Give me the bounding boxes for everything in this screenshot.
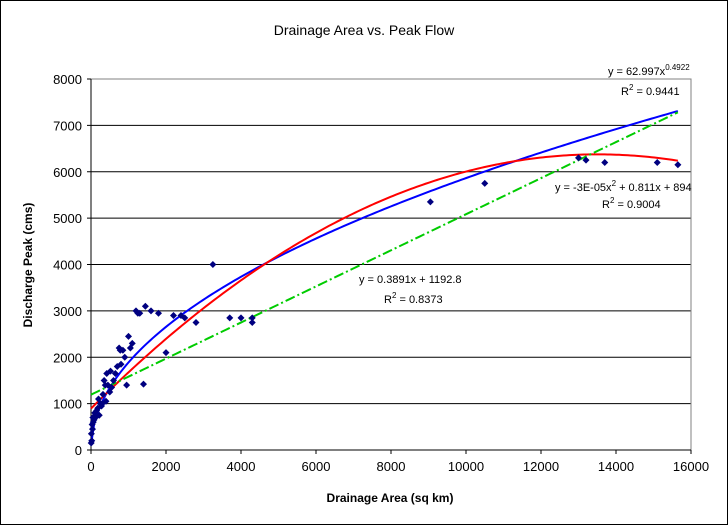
data-point: [181, 314, 189, 322]
y-tick-labels: 0 1000 2000 3000 4000 5000 6000 7000 8000: [53, 72, 91, 458]
power-fit-equation: y = 62.997x0.4922: [608, 63, 690, 78]
gridlines: [91, 78, 691, 405]
data-point: [155, 309, 162, 317]
data-point: [481, 179, 489, 187]
x-tick-labels: 0 2000 4000 6000 8000 10000 12000 14000 16000: [87, 450, 709, 474]
chart-title: Drainage Area vs. Peak Flow: [274, 22, 455, 38]
linear-r2-value: = 0.8373: [396, 294, 442, 306]
y-tick-label: 1000: [53, 397, 82, 412]
power-eq-text: y = 62.997x: [608, 66, 666, 78]
data-point: [89, 425, 96, 433]
data-point: [123, 381, 131, 389]
polynomial-trendline: [90, 153, 679, 410]
x-tick-label: 6000: [302, 459, 331, 474]
poly-fit-r2: R2 = 0.9004: [602, 196, 661, 211]
data-point: [136, 309, 144, 317]
data-point: [248, 318, 256, 326]
x-tick-label: 10000: [448, 459, 484, 474]
power-trendline: [90, 110, 679, 444]
data-point: [111, 369, 119, 377]
data-point: [99, 390, 107, 398]
x-tick-label: 8000: [377, 459, 406, 474]
poly-eq-post: + 0.811x + 894: [616, 182, 692, 194]
y-tick-label: 5000: [53, 211, 82, 226]
y-tick-label: 7000: [53, 118, 82, 133]
data-point: [107, 367, 114, 375]
linear-r2-label: R: [384, 294, 392, 306]
poly-eq-sup: 2: [612, 179, 617, 188]
x-tick-label: 4000: [227, 459, 256, 474]
data-point: [192, 318, 200, 326]
y-tick-label: 4000: [53, 258, 82, 273]
poly-r2-label: R: [602, 199, 610, 211]
data-point: [95, 411, 103, 419]
data-point: [100, 376, 108, 384]
power-r2-sup: 2: [629, 83, 634, 92]
data-point: [575, 154, 582, 162]
x-tick-label: 0: [87, 459, 94, 474]
data-point: [141, 302, 149, 310]
poly-fit-equation: y = -3E-05x2 + 0.811x + 894: [555, 179, 692, 194]
y-tick-label: 8000: [53, 72, 82, 87]
data-point: [426, 198, 434, 206]
data-point: [147, 307, 155, 315]
data-point: [237, 314, 245, 322]
power-eq-exponent: 0.4922: [665, 63, 690, 72]
data-point: [601, 158, 609, 166]
data-point: [121, 353, 129, 361]
y-tick-label: 3000: [53, 304, 82, 319]
data-point: [582, 156, 590, 164]
data-point: [102, 397, 110, 405]
data-point: [87, 430, 95, 438]
data-point: [674, 161, 682, 169]
data-point: [128, 339, 136, 347]
y-tick-label: 0: [75, 443, 82, 458]
data-point: [248, 314, 256, 322]
x-tick-label: 16000: [673, 459, 709, 474]
data-point: [108, 383, 116, 391]
poly-r2-sup: 2: [610, 196, 615, 205]
data-point: [125, 332, 132, 340]
linear-fit-equation: y = 0.3891x + 1192.8: [359, 274, 462, 286]
data-point: [110, 376, 117, 384]
poly-eq-pre: y = -3E-05x: [555, 182, 612, 194]
data-point: [226, 314, 234, 322]
data-point: [88, 437, 96, 445]
y-tick-label: 2000: [53, 350, 82, 365]
data-point: [653, 158, 661, 166]
x-tick-label: 12000: [523, 459, 559, 474]
data-point: [117, 360, 125, 368]
poly-r2-value: = 0.9004: [614, 199, 660, 211]
data-point: [209, 261, 217, 268]
linear-fit-r2: R2 = 0.8373: [384, 291, 443, 306]
linear-r2-sup: 2: [392, 291, 397, 300]
data-point: [140, 380, 147, 388]
x-axis-title: Drainage Area (sq km): [327, 491, 454, 505]
data-point: [119, 346, 127, 354]
y-axis-title: Discharge Peak (cms): [21, 203, 35, 328]
power-r2-label: R: [621, 86, 629, 98]
y-tick-label: 6000: [53, 165, 82, 180]
x-tick-label: 14000: [598, 459, 634, 474]
power-fit-r2: R2 = 0.9441: [621, 83, 680, 98]
data-points: [87, 154, 682, 447]
linear-trendline: [90, 111, 679, 396]
data-point: [170, 312, 177, 320]
x-tick-label: 2000: [152, 459, 181, 474]
data-point: [162, 349, 170, 357]
power-r2-value: = 0.9441: [633, 86, 679, 98]
